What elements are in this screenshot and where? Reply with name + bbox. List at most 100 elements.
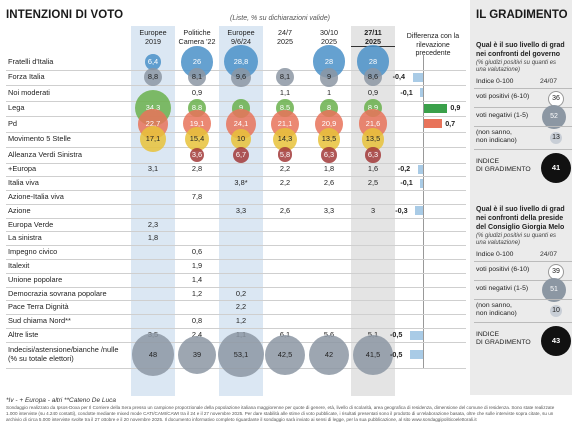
vote-value: 1,4 <box>191 274 203 284</box>
vote-value: 9 <box>326 72 332 82</box>
index-label: Indice 0-100 <box>476 78 514 85</box>
column-header-line1: 27/11 <box>364 28 382 37</box>
chart-subtitle: (Liste, % su dichiarazioni valide) <box>230 15 330 22</box>
vote-value: 8,1 <box>279 72 291 82</box>
column-header-line1: Europee <box>139 28 167 37</box>
row-label: Alleanza Verdi Sinistra <box>8 149 82 159</box>
vote-value: 6,1 <box>263 330 307 339</box>
table-row <box>6 190 466 205</box>
unknown-label: (non sanno, <box>476 129 512 136</box>
column-header-line1: Politiche <box>183 28 211 37</box>
vote-value: 22,7 <box>145 118 161 128</box>
vote-value: 8,9 <box>367 103 379 113</box>
vote-value: 53,1 <box>233 349 249 359</box>
negative-dot: 52 <box>542 105 566 129</box>
vote-value: 3,6 <box>191 149 203 159</box>
vote-bubble <box>361 127 385 151</box>
row-label: Azione <box>8 205 31 215</box>
table-row <box>6 218 466 233</box>
approval-note: (% giudizi positivi su quanti es <box>476 60 557 66</box>
positive-label: voti positivi (6-10) <box>476 93 530 100</box>
diff-value: -0,1 <box>400 87 413 97</box>
vote-value: 3 <box>370 205 376 215</box>
table-row <box>6 273 466 288</box>
vote-value: 14,3 <box>277 134 293 144</box>
vote-value: 21,6 <box>365 118 381 128</box>
table-row <box>6 232 466 247</box>
divider <box>474 88 572 89</box>
column-shade-current <box>351 26 395 396</box>
unknown-label: non indicano) <box>476 310 517 317</box>
table-row <box>6 147 466 164</box>
unknown-dot: 13 <box>550 132 562 144</box>
column-header: Politiche Camera '22 <box>175 28 219 46</box>
unknown-label: (non sanno, <box>476 302 512 309</box>
divider <box>474 149 572 150</box>
diff-value: -0,1 <box>400 178 413 188</box>
diff-value: -0,5 <box>390 349 403 359</box>
vote-value: 15,4 <box>189 134 205 144</box>
approval-question: nei confronti del governo <box>476 51 561 58</box>
vote-value: 1,2 <box>191 288 203 298</box>
diff-value: -0,4 <box>392 72 405 82</box>
vote-value: 1,6 <box>367 164 379 174</box>
vote-value: 42 <box>324 349 334 359</box>
row-label: Democrazia sovrana popolare <box>8 288 107 298</box>
vote-value: 1,1 <box>279 87 291 97</box>
vote-value: 0,9 <box>191 87 203 97</box>
vote-bubble <box>231 129 251 150</box>
vote-bubble <box>365 146 381 163</box>
table-row <box>6 287 466 302</box>
vote-bubble <box>264 334 306 376</box>
index-label: Indice 0-100 <box>476 251 514 258</box>
diff-value: 0,7 <box>445 118 456 128</box>
vote-value: 2,6 <box>279 205 291 215</box>
vote-value: 8,6 <box>367 72 379 82</box>
diff-bar <box>412 72 423 82</box>
diff-bar <box>410 350 423 360</box>
vote-value: 1 <box>326 87 332 97</box>
vote-value: 28 <box>324 56 334 66</box>
gradimento-label: INDICE <box>476 158 500 165</box>
vote-bubble <box>232 146 250 163</box>
vote-value: 3,3 <box>323 205 335 215</box>
chart-title: INTENZIONI DI VOTO <box>6 9 124 21</box>
diff-bar <box>417 164 423 174</box>
vote-value: 13,5 <box>321 134 337 144</box>
vote-value: 41,5 <box>365 349 381 359</box>
vote-bubble <box>231 67 251 87</box>
vote-value: 17,1 <box>145 134 161 144</box>
vote-value: 21,1 <box>277 118 293 128</box>
diff-bar <box>420 178 423 188</box>
vote-value: 2,2 <box>279 164 291 174</box>
row-label: Sud chiama Nord** <box>8 316 71 326</box>
approval-note: una valutazione) <box>476 240 521 246</box>
vote-bubble <box>273 127 297 151</box>
table-row <box>6 204 466 219</box>
vote-value: 42,5 <box>277 349 293 359</box>
row-label: Italexit <box>8 261 30 270</box>
vote-bubble <box>317 127 341 151</box>
vote-value: 19,1 <box>189 118 205 128</box>
vote-bubble <box>319 67 339 87</box>
row-label: Europa Verde <box>8 219 54 229</box>
divider <box>474 322 572 323</box>
vote-value: 6,4 <box>147 56 159 66</box>
diff-bar <box>420 88 423 98</box>
row-label: Impegno civico <box>8 247 58 257</box>
column-header-line2: 2025 <box>277 37 293 46</box>
column-header-line1: Europee <box>227 28 255 37</box>
vote-value: 28,8 <box>233 56 249 66</box>
vote-value: 9,6 <box>235 72 247 82</box>
index-date: 24/07 <box>540 251 558 258</box>
vote-value: 7,8 <box>191 192 203 201</box>
vote-value: 8,8 <box>147 72 159 82</box>
divider <box>474 107 572 108</box>
diff-value: 0,9 <box>450 103 461 113</box>
vote-bubble <box>218 332 264 378</box>
vote-bubble <box>140 126 166 153</box>
approval-title: IL GRADIMENTO <box>476 9 568 21</box>
vote-value: 3,3 <box>235 205 247 215</box>
vote-bubble <box>145 53 161 70</box>
gradimento-label: DI GRADIMENTO <box>476 166 531 173</box>
